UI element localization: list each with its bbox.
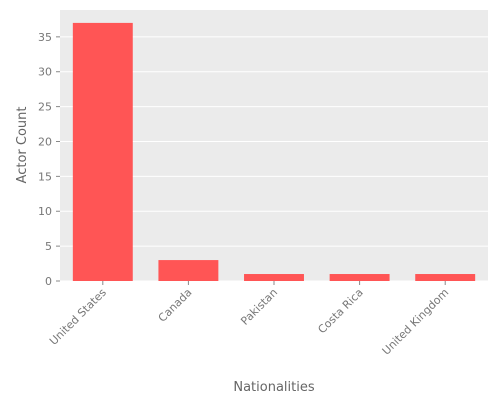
y-tick-label: 0 bbox=[45, 275, 52, 288]
bar-canada bbox=[158, 260, 219, 281]
x-tick-label: Canada bbox=[156, 286, 195, 325]
x-tick-label: Costa Rica bbox=[315, 286, 365, 336]
x-tick-label: United Kingdom bbox=[380, 286, 452, 358]
x-axis-label: Nationalities bbox=[233, 380, 314, 395]
y-tick-label: 15 bbox=[38, 170, 52, 183]
x-tick-label: United States bbox=[47, 286, 109, 348]
x-axis-ticks: United States Canada Pakistan Costa Rica Uni… bbox=[47, 281, 451, 358]
y-tick-label: 20 bbox=[38, 135, 52, 148]
y-axis-ticks: 0 5 10 15 20 25 30 35 bbox=[38, 31, 60, 288]
bar-pakistan bbox=[244, 274, 304, 281]
y-axis-label: Actor Count bbox=[15, 107, 30, 184]
y-tick-label: 25 bbox=[38, 101, 52, 114]
bar-costa-rica bbox=[329, 274, 390, 281]
bars bbox=[72, 22, 476, 282]
y-tick-label: 35 bbox=[38, 31, 52, 44]
x-tick-label: Pakistan bbox=[238, 286, 280, 328]
y-tick-label: 30 bbox=[38, 66, 52, 79]
bar-united-states bbox=[72, 22, 133, 282]
y-tick-label: 10 bbox=[38, 205, 52, 218]
y-tick-label: 5 bbox=[45, 240, 52, 253]
bar-united-kingdom bbox=[415, 274, 476, 281]
